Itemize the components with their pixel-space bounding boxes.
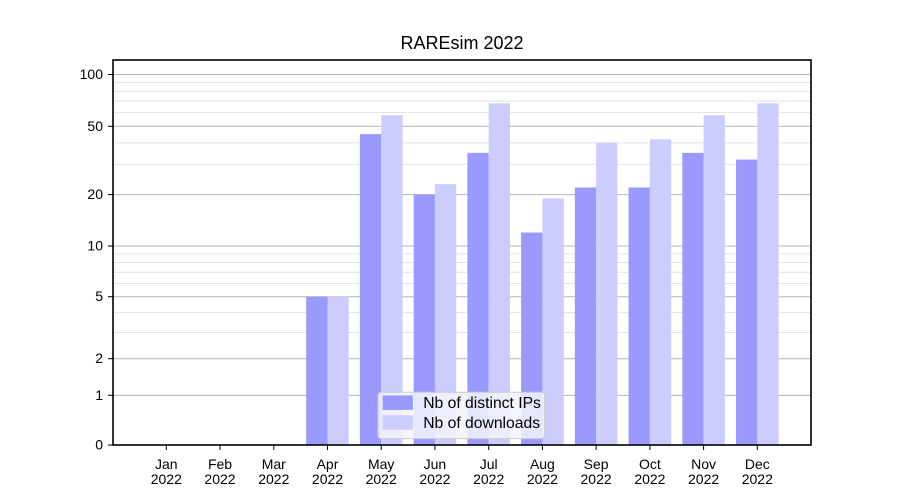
svg-text:2022: 2022 — [366, 471, 397, 487]
svg-text:20: 20 — [87, 186, 103, 202]
svg-text:Oct: Oct — [639, 456, 661, 472]
svg-text:2022: 2022 — [419, 471, 450, 487]
svg-text:2022: 2022 — [527, 471, 558, 487]
svg-text:Jan: Jan — [155, 456, 178, 472]
svg-text:1: 1 — [95, 387, 103, 403]
svg-text:5: 5 — [95, 288, 103, 304]
svg-text:Jul: Jul — [480, 456, 498, 472]
svg-text:2022: 2022 — [473, 471, 504, 487]
svg-text:2022: 2022 — [688, 471, 719, 487]
svg-text:May: May — [368, 456, 394, 472]
svg-text:Mar: Mar — [262, 456, 286, 472]
svg-text:Sep: Sep — [584, 456, 609, 472]
svg-text:2022: 2022 — [581, 471, 612, 487]
svg-text:2022: 2022 — [151, 471, 182, 487]
svg-text:2022: 2022 — [258, 471, 289, 487]
svg-text:Nb of distinct IPs: Nb of distinct IPs — [423, 395, 541, 412]
svg-text:Aug: Aug — [530, 456, 555, 472]
svg-text:2022: 2022 — [742, 471, 773, 487]
svg-text:Nb of downloads: Nb of downloads — [423, 415, 540, 432]
svg-text:2022: 2022 — [204, 471, 235, 487]
svg-text:50: 50 — [87, 118, 103, 134]
svg-text:2: 2 — [95, 350, 103, 366]
svg-text:0: 0 — [95, 437, 103, 453]
svg-text:2022: 2022 — [312, 471, 343, 487]
svg-text:Jun: Jun — [424, 456, 447, 472]
svg-text:Apr: Apr — [317, 456, 339, 472]
svg-text:Feb: Feb — [208, 456, 232, 472]
svg-text:2022: 2022 — [634, 471, 665, 487]
svg-text:10: 10 — [87, 238, 103, 254]
svg-text:RAREsim 2022: RAREsim 2022 — [400, 33, 523, 53]
svg-text:100: 100 — [80, 66, 104, 82]
svg-text:Nov: Nov — [691, 456, 716, 472]
svg-text:Dec: Dec — [745, 456, 770, 472]
